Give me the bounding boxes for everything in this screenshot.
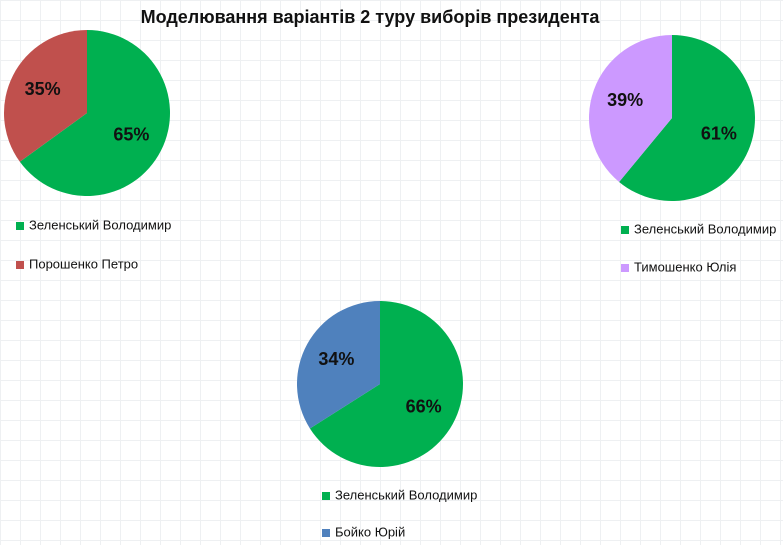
legend-swatch: [322, 492, 330, 500]
legend-label: Бойко Юрій: [335, 524, 405, 539]
legend-swatch: [16, 261, 24, 269]
legend-swatch: [322, 529, 330, 537]
data-label: 39%: [607, 90, 643, 110]
legend-swatch: [16, 222, 24, 230]
pie-slice: [4, 30, 87, 162]
data-label: 66%: [406, 397, 442, 417]
data-label: 61%: [701, 124, 737, 144]
page-title: Моделювання варіантів 2 туру виборів пре…: [141, 7, 601, 27]
pie-slice: [19, 30, 171, 196]
legend-swatch: [621, 264, 629, 272]
legend-label: Зеленський Володимир: [634, 221, 776, 236]
pie-slice: [619, 35, 755, 201]
pie-slice: [309, 301, 463, 468]
legend-label: Тимошенко Юлія: [634, 259, 736, 274]
legend-label: Порошенко Петро: [29, 256, 138, 271]
legend-label: Зеленський Володимир: [29, 217, 171, 232]
data-label: 65%: [113, 124, 149, 144]
pie-slice: [296, 301, 380, 429]
legend-label: Зеленський Володимир: [335, 487, 477, 502]
pie-slice: [589, 35, 672, 182]
data-label: 35%: [25, 79, 61, 99]
legend-swatch: [621, 226, 629, 234]
data-label: 34%: [318, 349, 354, 369]
